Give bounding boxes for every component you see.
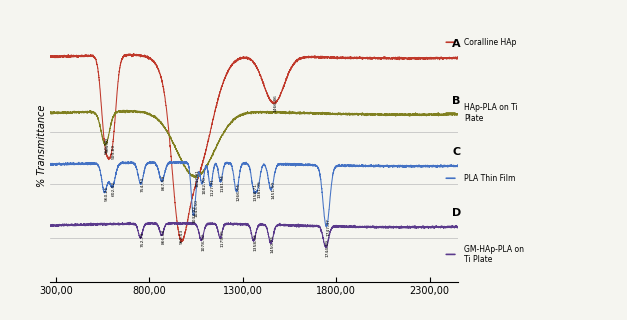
Text: 1032,93: 1032,93: [192, 205, 197, 223]
Text: A: A: [452, 39, 461, 50]
Text: 1466,86: 1466,86: [274, 94, 278, 112]
Text: PLA Thin Film: PLA Thin Film: [464, 174, 515, 183]
Y-axis label: % Transmittance: % Transmittance: [38, 104, 48, 187]
Text: 602,02: 602,02: [112, 181, 116, 196]
Text: 1358,35: 1358,35: [254, 233, 258, 251]
Text: 752,79: 752,79: [140, 232, 144, 247]
Text: 1043,50: 1043,50: [195, 199, 199, 217]
Text: 599,80: 599,80: [112, 144, 116, 159]
Text: 560,21: 560,21: [105, 186, 108, 201]
Text: 1747,47: 1747,47: [327, 218, 330, 236]
Text: 565,02: 565,02: [105, 137, 109, 152]
Text: 561,73: 561,73: [105, 139, 108, 154]
Text: 1450,75: 1450,75: [271, 235, 275, 253]
Text: 960,53: 960,53: [179, 228, 183, 244]
Text: GM-HAp-PLA on
Ti Plate: GM-HAp-PLA on Ti Plate: [464, 245, 524, 264]
Text: Coralline HAp: Coralline HAp: [464, 38, 516, 47]
Text: B: B: [452, 96, 460, 106]
Text: 1358,71: 1358,71: [254, 183, 258, 201]
Text: D: D: [452, 208, 461, 218]
Text: 1744,89: 1744,89: [326, 240, 330, 257]
Text: 1381,05: 1381,05: [258, 180, 262, 198]
Text: 1082,70: 1082,70: [202, 176, 206, 194]
Text: 1179,35: 1179,35: [220, 229, 224, 247]
Text: 867,59: 867,59: [162, 175, 166, 190]
Text: 1127,91: 1127,91: [211, 178, 214, 196]
Text: 754,73: 754,73: [141, 177, 145, 192]
Text: 1266,64: 1266,64: [236, 183, 241, 201]
Text: 1181,34: 1181,34: [221, 174, 224, 191]
Text: HAp-PLA on Ti
Plate: HAp-PLA on Ti Plate: [464, 103, 517, 123]
Text: 866,14: 866,14: [162, 229, 166, 244]
Text: 1047,91: 1047,91: [196, 169, 199, 187]
Text: C: C: [452, 147, 460, 157]
Text: 1451,50: 1451,50: [271, 181, 275, 199]
Text: 1078,50: 1078,50: [201, 233, 205, 251]
